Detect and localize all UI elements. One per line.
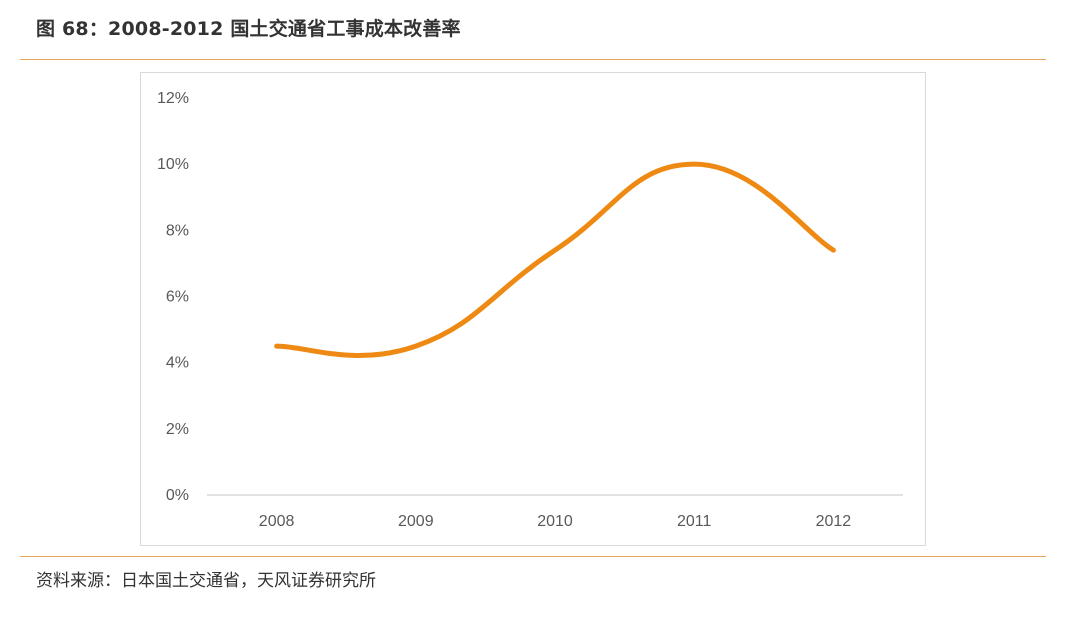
x-tick-label: 2011 <box>677 513 712 530</box>
y-tick-label: 6% <box>166 289 189 306</box>
figure-title: 图 68：2008-2012 国土交通省工事成本改善率 <box>36 18 461 40</box>
chart-frame: 0% 2% 4% 6% 8% 10% 12% 2008 2009 2010 2011 2012 <box>140 72 926 546</box>
series-line <box>274 161 836 358</box>
y-tick-label: 0% <box>166 487 189 504</box>
y-tick-label: 12% <box>157 90 189 107</box>
y-tick-label: 10% <box>157 156 189 173</box>
top-divider <box>20 59 1046 60</box>
line-chart: 0% 2% 4% 6% 8% 10% 12% 2008 2009 2010 2011 2012 <box>157 90 903 530</box>
source-note: 资料来源：日本国土交通省，天风证券研究所 <box>36 571 376 591</box>
y-tick-label: 4% <box>166 355 189 372</box>
x-tick-label: 2010 <box>537 513 573 530</box>
y-tick-label: 2% <box>166 421 189 438</box>
y-tick-label: 8% <box>166 222 189 239</box>
x-tick-label: 2009 <box>398 513 434 530</box>
bottom-divider <box>20 556 1046 557</box>
x-tick-label: 2012 <box>816 513 852 530</box>
x-tick-label: 2008 <box>259 513 295 530</box>
